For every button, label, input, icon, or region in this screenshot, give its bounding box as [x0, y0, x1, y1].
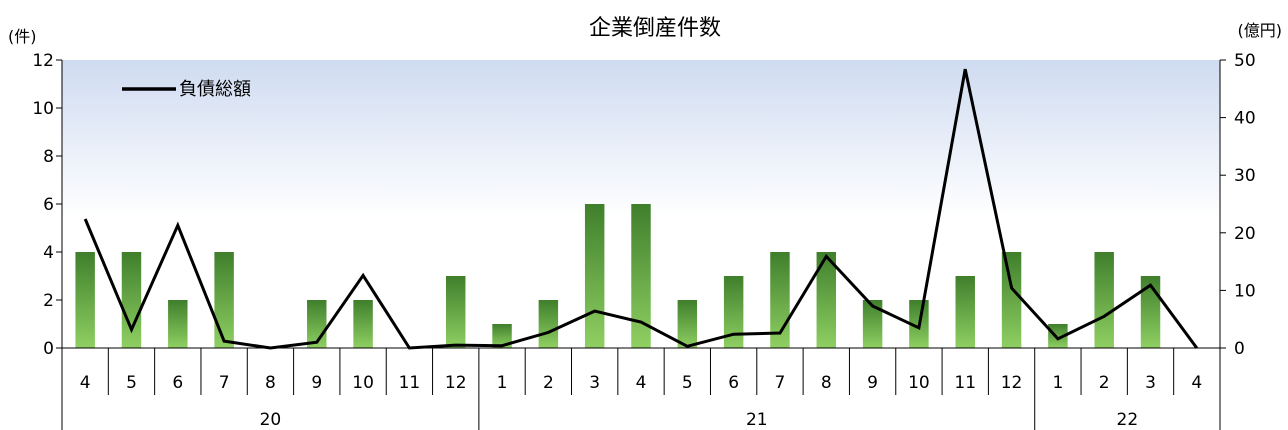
y-right-tick-label: 0 — [1234, 339, 1245, 359]
bar — [584, 204, 605, 348]
y-left-tick-label: 0 — [43, 339, 54, 359]
bar — [492, 324, 512, 348]
x-month-label: 2 — [543, 373, 554, 393]
y-left-tick-label: 4 — [43, 243, 54, 263]
x-month-label: 6 — [172, 373, 183, 393]
y-left-tick-label: 2 — [43, 291, 54, 311]
y-right-axis-label: (億円) — [1238, 21, 1283, 40]
x-month-label: 7 — [775, 373, 786, 393]
x-month-label: 4 — [80, 373, 91, 393]
x-month-label: 11 — [399, 373, 421, 393]
bar — [538, 300, 559, 348]
bar — [955, 276, 975, 348]
x-month-label: 11 — [954, 373, 976, 393]
x-month-label: 8 — [821, 373, 832, 393]
x-month-label: 4 — [636, 373, 647, 393]
x-month-label: 5 — [126, 373, 137, 393]
x-month-label: 5 — [682, 373, 693, 393]
x-month-label: 2 — [1099, 373, 1110, 393]
y-right-tick-label: 50 — [1234, 51, 1256, 71]
y-right-tick-label: 30 — [1234, 166, 1256, 186]
y-right-tick-label: 20 — [1234, 224, 1256, 244]
bar — [1048, 324, 1068, 348]
y-left-axis-label: (件) — [8, 27, 37, 46]
x-month-label: 9 — [311, 373, 322, 393]
x-month-label: 1 — [1052, 373, 1063, 393]
bar — [862, 300, 883, 348]
y-left-tick-label: 10 — [32, 99, 54, 119]
chart-title: 企業倒産件数 — [589, 16, 721, 41]
x-month-label: 8 — [265, 373, 276, 393]
x-month-label: 4 — [1191, 373, 1202, 393]
bar — [1001, 252, 1022, 348]
legend: 負債総額 — [122, 79, 251, 100]
bar — [75, 252, 95, 348]
bar — [445, 276, 466, 348]
x-month-label: 10 — [908, 373, 930, 393]
x-year-label: 21 — [746, 410, 768, 430]
x-month-label: 3 — [1145, 373, 1156, 393]
bar — [121, 252, 142, 348]
bar — [168, 300, 188, 348]
x-month-label: 12 — [1001, 373, 1023, 393]
y-right-tick-label: 10 — [1234, 281, 1256, 301]
x-month-label: 10 — [352, 373, 374, 393]
y-left-tick-label: 6 — [43, 195, 54, 215]
x-month-label: 9 — [867, 373, 878, 393]
bar — [723, 276, 744, 348]
bar — [353, 300, 373, 348]
x-month-label: 6 — [728, 373, 739, 393]
x-month-label: 12 — [445, 373, 467, 393]
bar — [1094, 252, 1114, 348]
bar — [214, 252, 234, 348]
y-right-tick-label: 40 — [1234, 109, 1256, 129]
x-month-label: 7 — [219, 373, 230, 393]
x-year-label: 20 — [260, 410, 282, 430]
x-month-label: 1 — [497, 373, 508, 393]
bar — [631, 204, 651, 348]
x-month-label: 3 — [589, 373, 600, 393]
y-left-tick-label: 12 — [32, 51, 54, 71]
legend-label: 負債総額 — [179, 79, 251, 100]
bar — [816, 252, 837, 348]
y-left-tick-label: 8 — [43, 147, 54, 167]
bar — [677, 300, 698, 348]
x-year-label: 22 — [1117, 410, 1139, 430]
